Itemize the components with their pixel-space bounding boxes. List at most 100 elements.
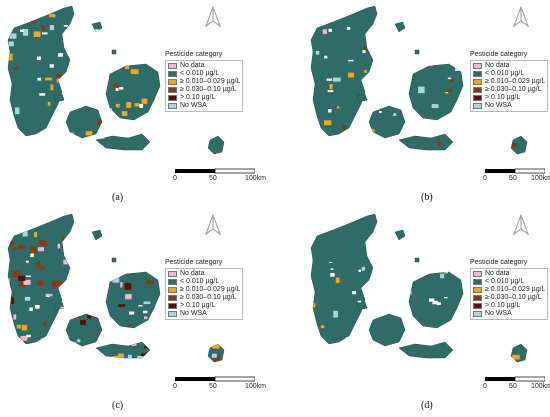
gap-patch <box>461 278 466 283</box>
legend-label: > 0.10 µg/L <box>485 94 521 101</box>
gap-patch <box>372 268 375 273</box>
category-patch <box>151 259 158 264</box>
category-patch <box>445 235 450 241</box>
category-patch <box>153 338 159 343</box>
legend-label: ≥ 0.010–0.029 µg/L <box>485 78 546 85</box>
legend: Pesticide category No data < 0.010 µg/L ≥ … <box>165 259 244 320</box>
category-patch <box>201 250 209 254</box>
map-panel-c: Pesticide category No data < 0.010 µg/L ≥ … <box>0 208 275 416</box>
gap-patch <box>352 291 357 295</box>
category-patch <box>18 245 26 250</box>
land-region <box>368 105 406 139</box>
gap-patch <box>36 56 42 61</box>
panel-label: (a) <box>112 192 124 203</box>
gap-patch <box>26 334 31 338</box>
scale-tick-0: 0 <box>173 175 177 182</box>
category-patch <box>59 149 64 154</box>
legend-item: No data <box>473 62 545 70</box>
legend-item: No data <box>168 62 240 70</box>
legend-title: Pesticide category <box>470 259 528 266</box>
category-patch <box>8 297 15 304</box>
category-patch <box>49 13 56 18</box>
category-patch <box>9 142 15 145</box>
legend-label: No WSA <box>180 310 207 317</box>
category-patch <box>436 336 442 342</box>
category-patch <box>9 33 17 39</box>
legend-box: No data < 0.010 µg/L ≥ 0.010–0.029 µg/L ≥ 0… <box>165 60 244 112</box>
category-patch <box>493 230 498 237</box>
category-patch <box>157 322 161 327</box>
legend-swatch <box>473 103 482 109</box>
gap-patch <box>79 63 83 66</box>
legend-label: ≥ 0.010–0.029 µg/L <box>180 286 241 293</box>
category-patch <box>315 50 320 55</box>
category-patch <box>212 343 220 349</box>
legend-label: < 0.010 µg/L <box>485 278 525 285</box>
legend: Pesticide category No data < 0.010 µg/L ≥ … <box>470 51 549 112</box>
gap-patch <box>327 90 334 93</box>
category-patch <box>134 103 140 107</box>
category-patch <box>17 345 20 352</box>
gap-patch <box>120 241 126 244</box>
legend-swatch <box>473 287 482 293</box>
gap-patch <box>407 290 412 295</box>
category-patch <box>135 219 143 222</box>
land-region <box>414 257 420 263</box>
category-patch <box>141 155 146 160</box>
legend-title: Pesticide category <box>470 51 528 58</box>
category-patch <box>141 98 148 104</box>
category-patch <box>201 139 208 143</box>
category-patch <box>74 358 78 362</box>
land-region <box>368 313 406 347</box>
gap-patch <box>330 268 334 270</box>
legend-swatch <box>473 303 482 309</box>
scale-tick-50: 50 <box>209 383 217 390</box>
gap-patch <box>152 336 156 340</box>
gap-patch <box>139 104 144 108</box>
category-patch <box>97 6 101 10</box>
gap-patch <box>25 260 29 263</box>
gap-patch <box>327 108 332 113</box>
category-patch <box>443 125 450 133</box>
legend-item: ≥ 0.030–0.10 µg/L <box>168 86 240 94</box>
gap-patch <box>37 77 42 81</box>
gap-patch <box>85 233 89 237</box>
category-patch <box>29 345 35 349</box>
category-patch <box>137 355 146 362</box>
category-patch <box>131 249 137 256</box>
land-region <box>356 301 368 311</box>
category-patch <box>95 289 104 293</box>
gap-patch <box>72 67 79 71</box>
legend-label: > 0.10 µg/L <box>180 94 216 101</box>
category-patch <box>96 154 103 157</box>
category-patch <box>93 222 100 227</box>
category-patch <box>109 35 117 40</box>
category-patch <box>476 326 482 333</box>
scale-tick-0: 0 <box>483 383 487 390</box>
legend-swatch <box>168 303 177 309</box>
category-patch <box>140 353 147 357</box>
legend-item: > 0.10 µg/L <box>473 94 545 102</box>
category-patch <box>371 363 375 367</box>
gap-patch <box>416 27 422 32</box>
category-patch <box>190 143 195 150</box>
legend-item: < 0.010 µg/L <box>168 70 240 78</box>
gap-patch <box>68 84 74 87</box>
gap-patch <box>70 61 75 65</box>
category-patch <box>222 237 224 241</box>
legend-label: No WSA <box>180 102 207 109</box>
category-patch <box>431 104 439 109</box>
land-region <box>398 341 454 359</box>
category-patch <box>472 111 479 119</box>
category-patch <box>91 283 99 288</box>
gap-patch <box>132 239 137 243</box>
category-patch <box>43 320 46 327</box>
category-patch <box>74 26 79 33</box>
legend-swatch <box>168 95 177 101</box>
category-patch <box>81 93 84 99</box>
category-patch <box>101 268 107 272</box>
legend-label: ≥ 0.010–0.029 µg/L <box>485 286 546 293</box>
category-patch <box>9 240 14 247</box>
gap-patch <box>445 92 449 94</box>
category-patch <box>113 83 119 91</box>
